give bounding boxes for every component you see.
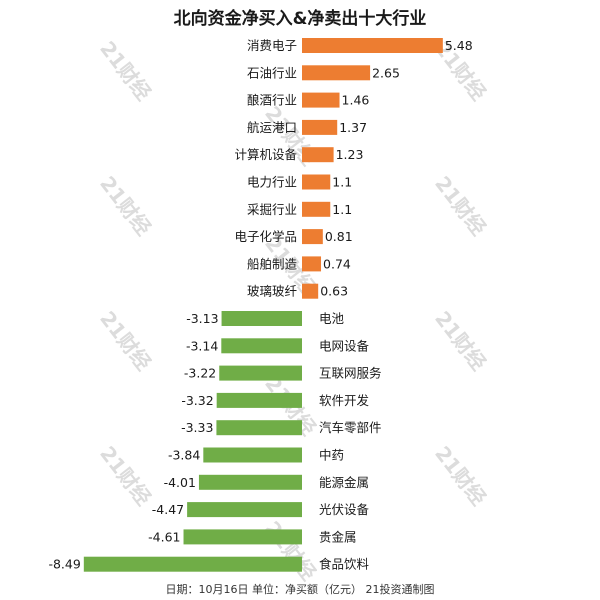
category-label: 互联网服务 <box>319 366 382 381</box>
category-label: 食品饮料 <box>319 557 370 572</box>
value-label: -4.61 <box>148 529 180 544</box>
value-label: 1.23 <box>336 147 364 162</box>
footer-note: 日期：10月16日 单位：净买额（亿元） 21投资通制图 <box>165 583 435 596</box>
bar-net-sell <box>203 447 302 463</box>
value-label: 5.48 <box>445 38 473 53</box>
bar-net-sell <box>221 338 302 354</box>
bar-net-buy <box>302 147 334 163</box>
bar-net-sell <box>216 392 302 408</box>
category-label: 石油行业 <box>247 65 297 80</box>
watermark-text: 21财经 <box>95 307 156 375</box>
category-label: 光伏设备 <box>319 502 370 517</box>
value-label: 0.81 <box>325 229 353 244</box>
category-label: 消费电子 <box>247 38 297 53</box>
category-label: 玻璃玻纤 <box>247 284 298 299</box>
bar-net-buy <box>302 256 322 272</box>
category-label: 电池 <box>319 311 345 326</box>
value-label: 2.65 <box>372 65 400 80</box>
category-label: 软件开发 <box>319 393 370 408</box>
category-label: 能源金属 <box>319 475 369 490</box>
category-label: 酿酒行业 <box>247 93 297 108</box>
watermark-text: 21财经 <box>95 442 156 510</box>
category-label: 计算机设备 <box>234 147 297 162</box>
bar-net-sell <box>187 502 302 518</box>
bar-net-sell <box>83 556 302 572</box>
value-label: 0.74 <box>323 256 351 271</box>
category-label: 电力行业 <box>247 175 297 190</box>
value-label: 1.37 <box>339 120 367 135</box>
category-label: 采掘行业 <box>247 202 297 217</box>
watermark-text: 21财经 <box>430 172 491 240</box>
bar-net-buy <box>302 201 331 217</box>
bar-net-sell <box>183 529 302 545</box>
category-label: 汽车零部件 <box>319 420 382 435</box>
category-label: 电子化学品 <box>234 229 297 244</box>
watermark-text: 21财经 <box>430 442 491 510</box>
category-label: 电网设备 <box>319 338 370 353</box>
value-label: -3.13 <box>186 311 218 326</box>
category-label: 贵金属 <box>319 529 357 544</box>
labels-group: 消费电子 5.48 石油行业 2.65 酿酒行业 1.46 航运港口 1.37 计算机设备 1.2… <box>48 38 472 572</box>
value-label: 1.46 <box>342 93 370 108</box>
bars-group <box>83 38 443 572</box>
value-label: -8.49 <box>48 557 80 572</box>
category-label: 中药 <box>319 448 344 463</box>
bar-net-buy <box>302 65 371 81</box>
watermark-text: 21财经 <box>95 37 156 105</box>
value-label: 0.63 <box>320 284 348 299</box>
category-label: 航运港口 <box>247 120 297 135</box>
bar-net-buy <box>302 283 319 299</box>
value-label: -3.32 <box>181 393 213 408</box>
value-label: -3.14 <box>186 338 218 353</box>
chart-title: 北向资金净买入&净卖出十大行业 <box>173 9 427 29</box>
bar-net-sell <box>216 420 302 436</box>
bar-net-buy <box>302 119 338 135</box>
bar-net-buy <box>302 174 331 190</box>
watermark-text: 21财经 <box>95 172 156 240</box>
value-label: -3.84 <box>168 448 200 463</box>
category-label: 船舶制造 <box>247 256 298 271</box>
bar-net-buy <box>302 38 443 53</box>
bar-net-sell <box>198 474 302 490</box>
watermark-text: 21财经 <box>260 517 321 585</box>
bar-net-sell <box>219 365 302 381</box>
watermark-text: 21财经 <box>430 307 491 375</box>
value-label: -3.33 <box>181 420 213 435</box>
bar-net-sell <box>221 311 302 326</box>
value-label: 1.1 <box>332 202 352 217</box>
bar-net-buy <box>302 92 340 108</box>
bar-net-buy <box>302 229 323 245</box>
value-label: -3.22 <box>184 366 216 381</box>
value-label: -4.47 <box>152 502 184 517</box>
value-label: 1.1 <box>332 175 352 190</box>
value-label: -4.01 <box>164 475 196 490</box>
